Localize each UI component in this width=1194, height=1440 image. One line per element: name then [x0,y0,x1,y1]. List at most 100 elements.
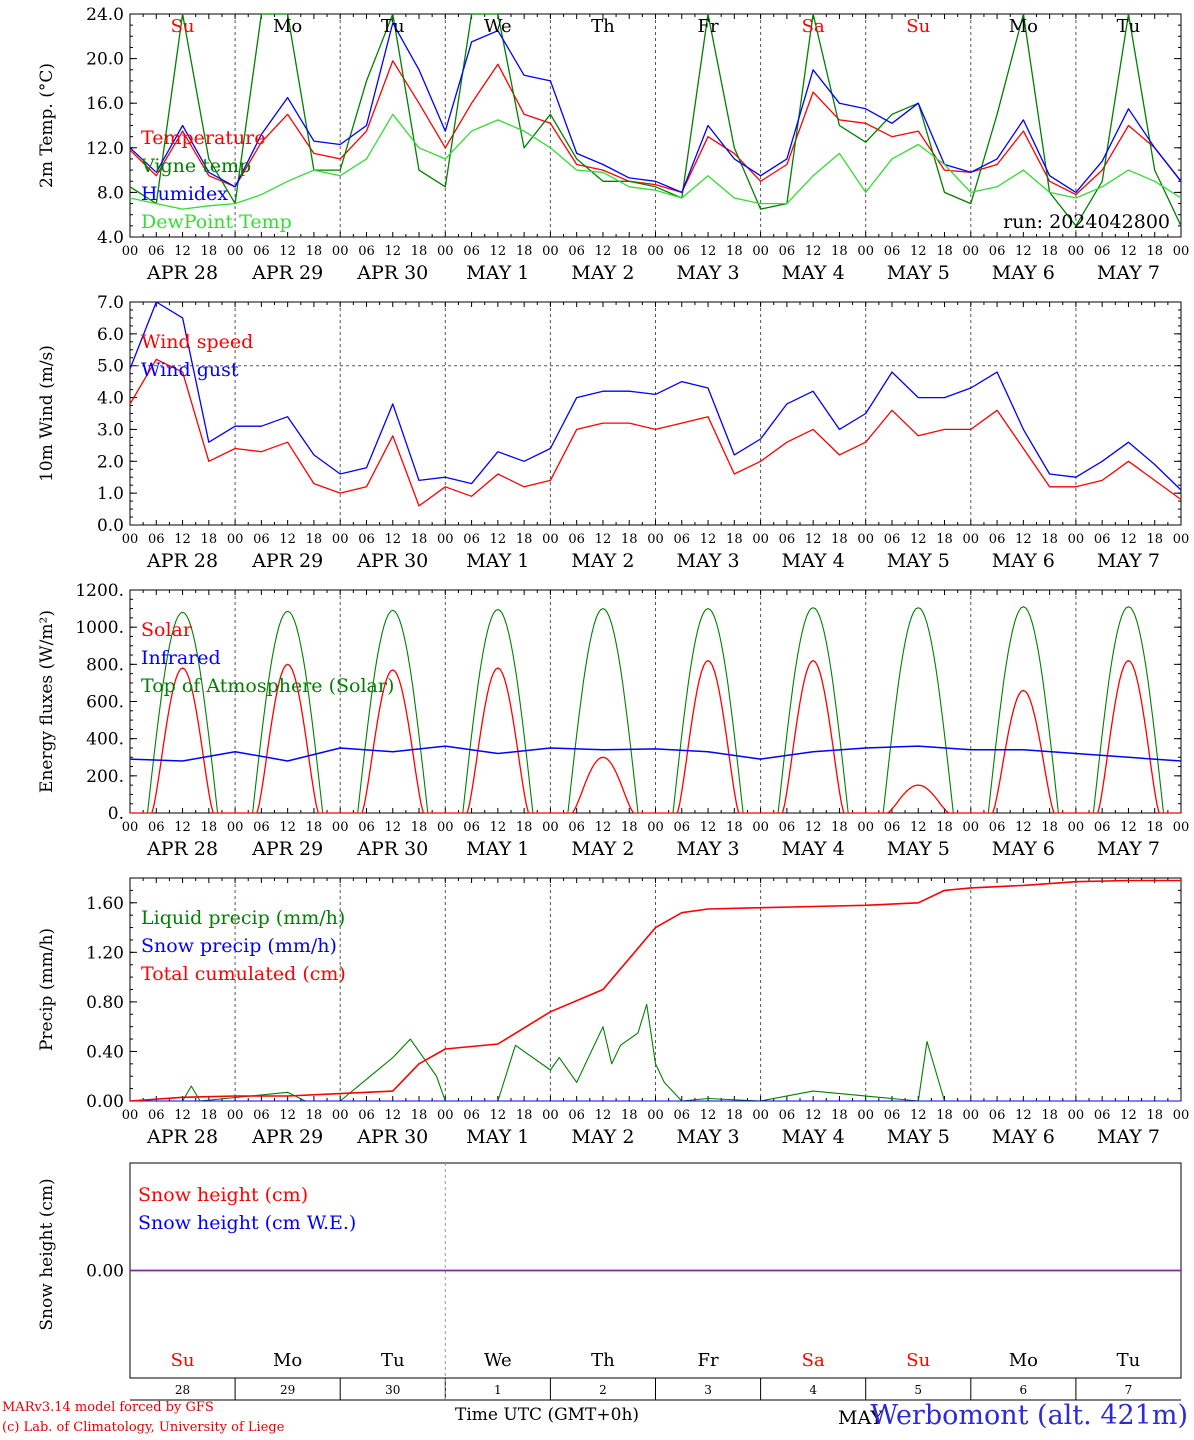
hour-label: 18 [201,532,218,547]
day-name: Th [591,1350,615,1371]
date-label: APR 28 [146,550,218,572]
hour-label: 00 [647,820,664,835]
day-name: Sa [802,16,825,37]
day-name: Fr [698,16,719,37]
hour-label: 12 [384,1108,401,1123]
date-label: MAY 5 [887,838,950,860]
legend-entry: Solar [141,619,193,641]
hour-label: 00 [542,820,559,835]
day-number: 29 [280,1383,295,1397]
y-tick-label: 5.0 [97,357,124,377]
hour-label: 06 [884,1108,901,1123]
hour-label: 06 [884,244,901,259]
hour-label: 00 [332,532,349,547]
y-tick-label: 12.0 [86,139,124,159]
hour-label: 18 [411,820,428,835]
humidex-series [129,22,1182,194]
y-tick-label: 7.0 [97,293,124,313]
hour-label: 12 [1120,532,1137,547]
day-number: 1 [494,1383,502,1397]
hour-label: 00 [752,244,769,259]
date-label: APR 30 [356,262,428,284]
hour-label: 18 [621,532,638,547]
panel-frame-3 [129,589,1182,814]
date-label: MAY 6 [992,550,1055,572]
y-tick-label: 6.0 [97,325,124,345]
model-credit: MARv3.14 model forced by GFS [2,1400,214,1415]
hour-label: 00 [1173,532,1190,547]
y-tick-label: 400. [86,730,124,750]
date-label: APR 28 [146,1126,218,1148]
hour-label: 18 [411,1108,428,1123]
y-tick-label: 20.0 [86,50,124,70]
day-name: Tu [381,16,405,37]
date-label: MAY 4 [782,262,845,284]
hour-label: 00 [542,1108,559,1123]
day-name: Tu [381,1350,405,1371]
hour-label: 06 [253,1108,270,1123]
hour-label: 00 [1173,820,1190,835]
date-label: MAY 5 [887,1126,950,1148]
y-axis-label: 2m Temp. (°C) [37,63,57,188]
month-label: MAY [838,1407,883,1429]
panel-frame-1 [129,13,1182,238]
legend-entry: Snow height (cm) [138,1184,308,1206]
hour-label: 06 [568,532,585,547]
date-label: MAY 2 [571,550,634,572]
hour-label: 06 [568,820,585,835]
hour-label: 06 [148,244,165,259]
y-tick-label: 4.0 [97,228,124,248]
legend-entry: Wind gust [141,359,239,381]
date-label: MAY 4 [782,550,845,572]
hour-label: 18 [1041,532,1058,547]
hour-label: 06 [779,820,796,835]
date-label: MAY 3 [677,838,740,860]
y-axis-label: Snow height (cm) [37,1178,57,1330]
y-axis-label: Precip (mm/h) [37,928,57,1051]
hour-label: 00 [542,244,559,259]
date-label: MAY 3 [677,262,740,284]
hour-label: 18 [516,244,533,259]
day-name: Sa [802,1350,825,1371]
hour-label: 00 [332,244,349,259]
date-label: APR 29 [251,1126,323,1148]
hour-label: 12 [279,1108,296,1123]
day-number: 2 [599,1383,607,1397]
y-tick-label: 0.80 [86,993,124,1013]
day-name: Mo [273,16,302,37]
hour-label: 06 [463,820,480,835]
hour-label: 00 [647,532,664,547]
hour-label: 12 [174,244,191,259]
date-label: MAY 4 [782,838,845,860]
hour-label: 06 [253,820,270,835]
hour-label: 12 [1120,820,1137,835]
date-label: MAY 1 [466,1126,529,1148]
hour-label: 12 [805,820,822,835]
hour-label: 18 [726,1108,743,1123]
day-number: 6 [1020,1383,1028,1397]
hour-label: 00 [1068,1108,1085,1123]
hour-label: 18 [1041,244,1058,259]
legend-entry: Top of Atmosphere (Solar) [141,675,394,697]
hour-label: 00 [752,532,769,547]
hour-label: 00 [227,1108,244,1123]
hour-label: 12 [279,244,296,259]
date-label: APR 29 [251,838,323,860]
hour-label: 18 [936,244,953,259]
total-cumulated-cm-series [129,879,1181,1102]
hour-label: 18 [411,532,428,547]
legend-entry: Humidex [141,183,228,205]
y-axis-label: 10m Wind (m/s) [37,345,57,482]
y-axis-label: Energy fluxes (W/m²) [37,610,57,793]
hour-label: 12 [1015,1108,1032,1123]
date-label: MAY 3 [677,1126,740,1148]
day-name: Mo [1009,16,1038,37]
hour-label: 00 [752,1108,769,1123]
solar-series [130,659,1181,814]
y-tick-label: 1200. [75,581,124,601]
hour-label: 12 [910,244,927,259]
day-name: Su [171,16,195,37]
day-name: Th [591,16,615,37]
hour-label: 00 [857,820,874,835]
